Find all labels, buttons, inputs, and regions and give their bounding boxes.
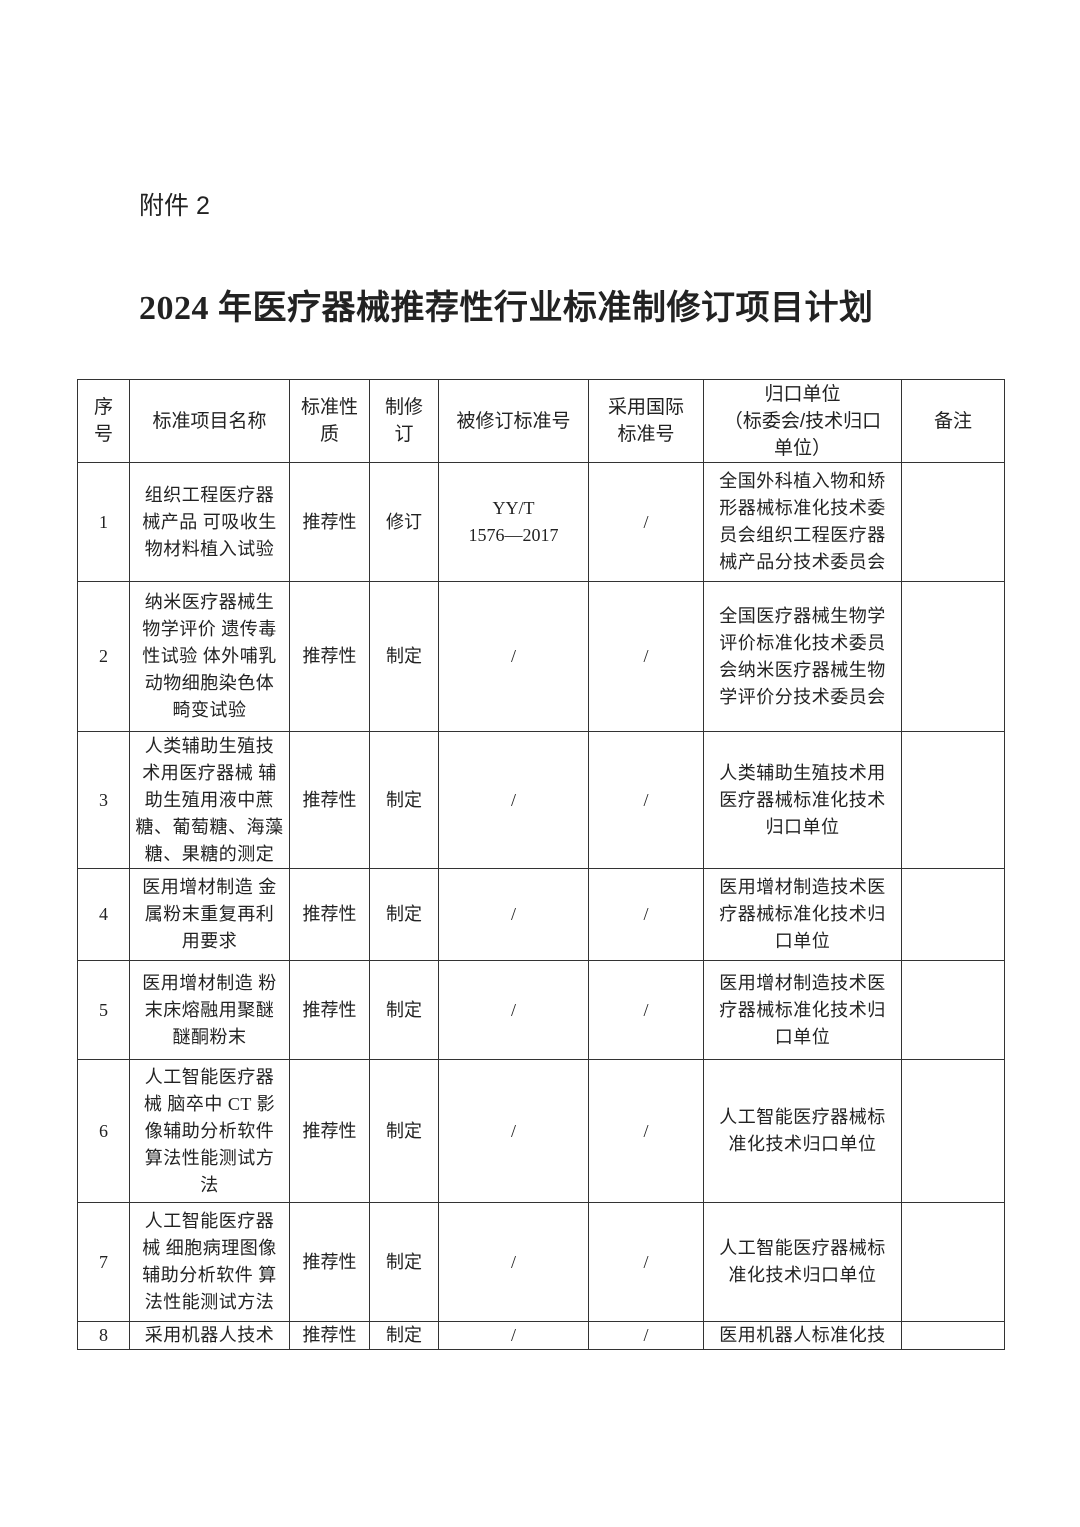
cell-revision-type: 修订: [369, 462, 439, 582]
cell-standard-nature: 推荐性: [289, 462, 370, 582]
cell-standard-nature: 推荐性: [289, 1059, 370, 1203]
cell-international-standard-no: /: [588, 1059, 704, 1203]
cell-project-name: 医用增材制造 金 属粉末重复再利 用要求: [129, 868, 290, 961]
cell-responsible-unit: 人工智能医疗器械标 准化技术归口单位: [703, 1202, 902, 1322]
cell-remarks: [901, 868, 1005, 961]
cell-international-standard-no: /: [588, 581, 704, 732]
table-row: 4 医用增材制造 金 属粉末重复再利 用要求 推荐性 制定 / / 医用增材制造技术医 疗器…: [77, 868, 1005, 961]
cell-project-name: 医用增材制造 粉 末床熔融用聚醚 醚酮粉末: [129, 960, 290, 1060]
cell-standard-nature: 推荐性: [289, 868, 370, 961]
table-row: 3 人类辅助生殖技 术用医疗器械 辅 助生殖用液中蔗 糖、葡萄糖、海藻 糖、果糖的…: [77, 731, 1005, 869]
table-row: 5 医用增材制造 粉 末床熔融用聚醚 醚酮粉末 推荐性 制定 / / 医用增材制造技术医 疗…: [77, 960, 1005, 1060]
cell-remarks: [901, 1202, 1005, 1322]
cell-remarks: [901, 1059, 1005, 1203]
cell-international-standard-no: /: [588, 731, 704, 869]
cell-responsible-unit: 人类辅助生殖技术用 医疗器械标准化技术 归口单位: [703, 731, 902, 869]
cell-seq-number: 8: [77, 1321, 130, 1350]
header-revision-type: 制修 订: [369, 379, 439, 463]
cell-remarks: [901, 960, 1005, 1060]
cell-international-standard-no: /: [588, 1202, 704, 1322]
cell-seq-number: 6: [77, 1059, 130, 1203]
cell-responsible-unit: 医用增材制造技术医 疗器械标准化技术归 口单位: [703, 960, 902, 1060]
header-revised-standard-no: 被修订标准号: [438, 379, 589, 463]
cell-seq-number: 7: [77, 1202, 130, 1322]
cell-responsible-unit: 医用机器人标准化技: [703, 1321, 902, 1350]
cell-revision-type: 制定: [369, 1202, 439, 1322]
cell-seq-number: 5: [77, 960, 130, 1060]
cell-project-name: 人工智能医疗器 械 脑卒中 CT 影 像辅助分析软件 算法性能测试方 法: [129, 1059, 290, 1203]
table-header-row: 序 号标准项目名称 标准性 质制修 订被修订标准号 采用国际 标准号 归口单位 （标委…: [77, 379, 1005, 463]
cell-responsible-unit: 全国外科植入物和矫 形器械标准化技术委 员会组织工程医疗器 械产品分技术委员会: [703, 462, 902, 582]
cell-revised-standard-no: /: [438, 1321, 589, 1350]
cell-remarks: [901, 462, 1005, 582]
cell-international-standard-no: /: [588, 1321, 704, 1350]
cell-seq-number: 2: [77, 581, 130, 732]
header-project-name: 标准项目名称: [129, 379, 290, 463]
header-standard-nature: 标准性 质: [289, 379, 370, 463]
cell-revision-type: 制定: [369, 581, 439, 732]
cell-remarks: [901, 1321, 1005, 1350]
cell-project-name: 采用机器人技术: [129, 1321, 290, 1350]
cell-revision-type: 制定: [369, 1059, 439, 1203]
cell-remarks: [901, 581, 1005, 732]
table-row: 1 组织工程医疗器 械产品 可吸收生 物材料植入试验 推荐性 修订 YY/T 1576—…: [77, 462, 1005, 582]
cell-remarks: [901, 731, 1005, 869]
cell-responsible-unit: 全国医疗器械生物学 评价标准化技术委员 会纳米医疗器械生物 学评价分技术委员会: [703, 581, 902, 732]
table-row: 7 人工智能医疗器 械 细胞病理图像 辅助分析软件 算 法性能测试方法 推荐性 制定 /…: [77, 1202, 1005, 1322]
cell-international-standard-no: /: [588, 868, 704, 961]
standards-plan-table: 序 号标准项目名称 标准性 质制修 订被修订标准号 采用国际 标准号 归口单位 （标委…: [77, 379, 1005, 1350]
cell-revision-type: 制定: [369, 868, 439, 961]
cell-revision-type: 制定: [369, 960, 439, 1060]
header-remarks: 备注: [901, 379, 1005, 463]
cell-project-name: 纳米医疗器械生 物学评价 遗传毒 性试验 体外哺乳 动物细胞染色体 畸变试验: [129, 581, 290, 732]
cell-revised-standard-no: /: [438, 1059, 589, 1203]
cell-project-name: 人类辅助生殖技 术用医疗器械 辅 助生殖用液中蔗 糖、葡萄糖、海藻 糖、果糖的测…: [129, 731, 290, 869]
cell-project-name: 人工智能医疗器 械 细胞病理图像 辅助分析软件 算 法性能测试方法: [129, 1202, 290, 1322]
table-row: 6 人工智能医疗器 械 脑卒中 CT 影 像辅助分析软件 算法性能测试方 法推荐性…: [77, 1059, 1005, 1203]
header-seq-number: 序 号: [77, 379, 130, 463]
cell-revised-standard-no: /: [438, 581, 589, 732]
document-title: 2024 年医疗器械推荐性行业标准制修订项目计划: [139, 290, 874, 327]
cell-project-name: 组织工程医疗器 械产品 可吸收生 物材料植入试验: [129, 462, 290, 582]
cell-revision-type: 制定: [369, 1321, 439, 1350]
table-row: 8 采用机器人技术 推荐性 制定 / / 医用机器人标准化技: [77, 1321, 1005, 1350]
cell-responsible-unit: 医用增材制造技术医 疗器械标准化技术归 口单位: [703, 868, 902, 961]
cell-revision-type: 制定: [369, 731, 439, 869]
cell-standard-nature: 推荐性: [289, 1202, 370, 1322]
cell-international-standard-no: /: [588, 960, 704, 1060]
cell-responsible-unit: 人工智能医疗器械标 准化技术归口单位: [703, 1059, 902, 1203]
cell-standard-nature: 推荐性: [289, 581, 370, 732]
cell-seq-number: 4: [77, 868, 130, 961]
attachment-label: 附件 2: [139, 192, 210, 220]
header-international-standard-no: 采用国际 标准号: [588, 379, 704, 463]
header-responsible-unit: 归口单位 （标委会/技术归口 单位）: [703, 379, 902, 463]
cell-standard-nature: 推荐性: [289, 960, 370, 1060]
cell-revised-standard-no: /: [438, 868, 589, 961]
cell-seq-number: 3: [77, 731, 130, 869]
cell-seq-number: 1: [77, 462, 130, 582]
cell-international-standard-no: /: [588, 462, 704, 582]
cell-revised-standard-no: /: [438, 1202, 589, 1322]
cell-standard-nature: 推荐性: [289, 731, 370, 869]
cell-revised-standard-no: /: [438, 960, 589, 1060]
cell-standard-nature: 推荐性: [289, 1321, 370, 1350]
cell-revised-standard-no: YY/T 1576—2017: [438, 462, 589, 582]
table-row: 2 纳米医疗器械生 物学评价 遗传毒 性试验 体外哺乳 动物细胞染色体 畸变试验推…: [77, 581, 1005, 732]
cell-revised-standard-no: /: [438, 731, 589, 869]
